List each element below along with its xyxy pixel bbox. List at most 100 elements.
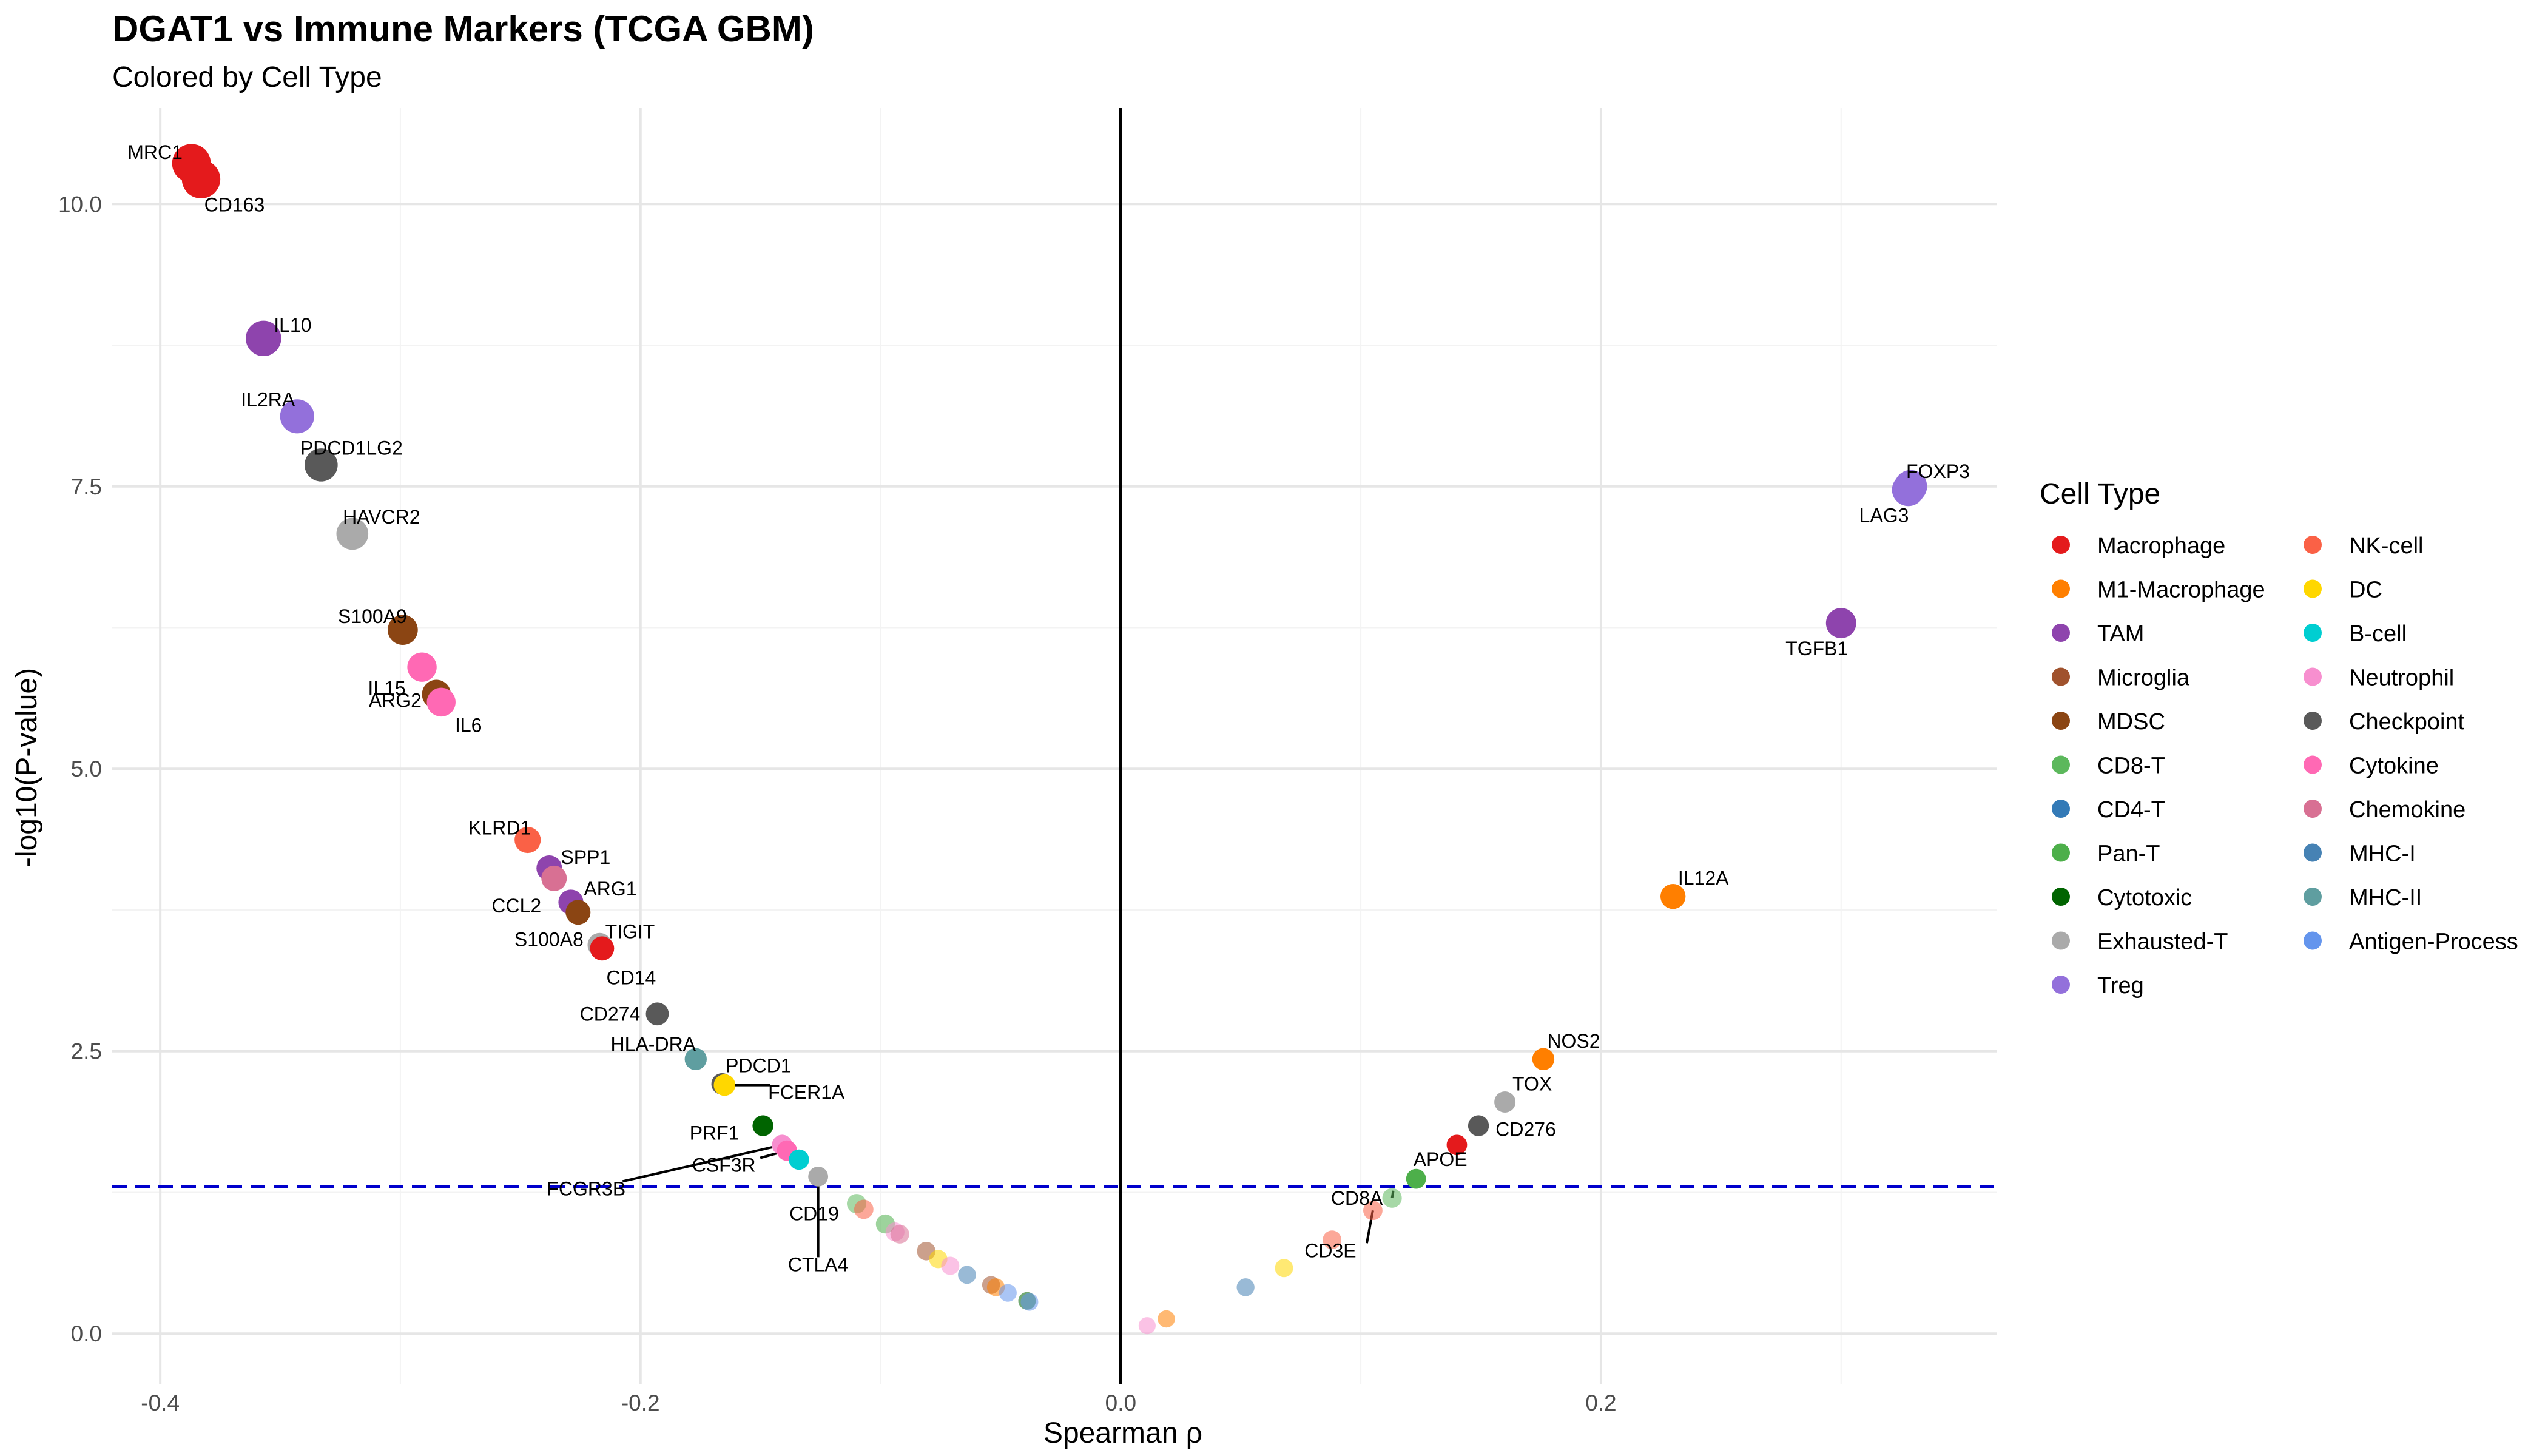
- point-label-s100a8: S100A8: [514, 929, 584, 951]
- legend-swatch-antigen-process: [2304, 931, 2322, 950]
- point-label-foxp3: FOXP3: [1906, 460, 1970, 482]
- legend-swatch-cytotoxic: [2052, 888, 2070, 906]
- legend-swatch-nk-cell: [2304, 536, 2322, 554]
- legend-swatch-mhc-ii: [2304, 888, 2322, 906]
- point-label-cd8a: CD8A: [1331, 1187, 1383, 1209]
- legend-label-exhausted-t: Exhausted-T: [2097, 929, 2228, 955]
- point-label-fcgr3b: FCGR3B: [547, 1178, 625, 1199]
- legend-label-neutrophil: Neutrophil: [2349, 666, 2454, 691]
- legend-swatch-chemokine: [2304, 800, 2322, 818]
- point-label-lag3: LAG3: [1859, 504, 1909, 526]
- data-point-lag3: [1892, 473, 1925, 507]
- data-point-tox: [1494, 1091, 1516, 1113]
- data-point-tgfb1: [1825, 608, 1856, 638]
- data-point-klrd1: [514, 826, 541, 854]
- legend: Cell Type Macrophage M1-Macrophage TAM Micr…: [2040, 478, 2518, 999]
- legend-swatch-mdsc: [2052, 712, 2070, 730]
- y-tick-label: 0.0: [71, 1321, 102, 1346]
- point-label-il10: IL10: [274, 314, 311, 336]
- point-label-s100a9: S100A9: [338, 605, 407, 627]
- data-point-il6: [426, 687, 456, 717]
- point-label-hla-dra: HLA-DRA: [611, 1033, 696, 1055]
- data-point-nos2: [1532, 1048, 1555, 1070]
- x-tick-label: -0.2: [621, 1390, 660, 1415]
- legend-swatch-m1-macrophage: [2052, 579, 2070, 598]
- legend-swatch-neutrophil: [2304, 667, 2322, 686]
- data-point-il12a: [1660, 883, 1686, 909]
- legend-swatch-tam: [2052, 624, 2070, 642]
- data-point-cd3e: [1363, 1201, 1383, 1221]
- data-point-il2ra: [280, 399, 314, 434]
- point-label-prf1: PRF1: [690, 1122, 740, 1144]
- point-label-cd14: CD14: [607, 966, 656, 988]
- data-point: [854, 1199, 874, 1219]
- data-point-cd274: [645, 1002, 669, 1026]
- legend-title: Cell Type: [2040, 478, 2160, 510]
- point-label-il12a: IL12A: [1678, 868, 1729, 889]
- data-point-apoe: [1406, 1168, 1426, 1189]
- point-label-tigit: TIGIT: [605, 921, 655, 943]
- data-point-cd14: [590, 936, 615, 961]
- point-label-fcer1a: FCER1A: [768, 1082, 845, 1104]
- point-label-nos2: NOS2: [1547, 1030, 1600, 1052]
- chart-subtitle: Colored by Cell Type: [112, 61, 382, 93]
- point-label-il6: IL6: [455, 714, 482, 736]
- legend-label-mdsc: MDSC: [2097, 709, 2165, 735]
- point-label-cd163: CD163: [204, 194, 265, 215]
- data-point-il10: [246, 320, 281, 357]
- point-label-havcr2: HAVCR2: [343, 506, 420, 528]
- legend-swatch-dc: [2304, 579, 2322, 598]
- data-point: [999, 1284, 1017, 1302]
- legend-label-chemokine: Chemokine: [2349, 797, 2465, 823]
- data-point-ctla4: [808, 1167, 829, 1187]
- legend-swatch-treg: [2052, 976, 2070, 994]
- data-point-hla-dra: [684, 1048, 707, 1070]
- point-label-ccl2: CCL2: [491, 895, 541, 917]
- x-tick-label: -0.4: [141, 1390, 180, 1415]
- x-tick-label: 0.0: [1105, 1390, 1136, 1415]
- data-point: [1158, 1310, 1175, 1328]
- point-label-pdcd1: PDCD1: [726, 1055, 791, 1077]
- data-points: [172, 144, 1927, 1335]
- data-point-cd163: [181, 160, 221, 199]
- data-point-pdcd1lg2: [305, 448, 338, 482]
- y-tick-label: 2.5: [71, 1039, 102, 1064]
- point-label-il15: IL15: [368, 678, 405, 699]
- point-label-apoe: APOE: [1414, 1148, 1468, 1170]
- legend-swatch-mhc-i: [2304, 843, 2322, 862]
- point-label-cd19: CD19: [789, 1202, 839, 1224]
- y-axis-label: -log10(P-value): [11, 668, 43, 867]
- legend-label-treg: Treg: [2097, 973, 2144, 999]
- data-point-ccl2: [541, 865, 567, 891]
- point-label-cd274: CD274: [580, 1003, 641, 1025]
- legend-swatch-checkpoint: [2304, 712, 2322, 730]
- legend-swatch-exhausted-t: [2052, 931, 2070, 950]
- point-label-il2ra: IL2RA: [241, 388, 295, 410]
- data-point: [1020, 1293, 1039, 1311]
- legend-label-antigen-process: Antigen-Process: [2349, 929, 2518, 955]
- point-label-arg1: ARG1: [584, 878, 636, 900]
- data-point-s100a8: [565, 900, 591, 925]
- data-point: [1323, 1230, 1342, 1250]
- legend-label-dc: DC: [2349, 578, 2382, 603]
- data-point: [1446, 1134, 1468, 1156]
- data-point-il15: [407, 652, 437, 682]
- leader-line-fcgr3b: [622, 1144, 783, 1183]
- data-point-prf1: [752, 1115, 774, 1136]
- point-label-ctla4: CTLA4: [788, 1253, 849, 1275]
- legend-label-cd8-t: CD8-T: [2097, 753, 2165, 779]
- axis-ticks: -0.4 -0.2 0.0 0.2 0.0 2.5 5.0 7.5 10.0: [58, 192, 1617, 1415]
- point-label-mrc1: MRC1: [127, 141, 183, 163]
- x-tick-label: 0.2: [1585, 1390, 1616, 1415]
- point-labels: MRC1 CD163 IL10 IL2RA PDCD1LG2 HAVCR2 S100A9 IL…: [127, 141, 1970, 1275]
- point-label-cd276: CD276: [1495, 1119, 1556, 1141]
- x-axis-label: Spearman ρ: [1043, 1417, 1202, 1449]
- grid: [112, 108, 1997, 1384]
- legend-label-microglia: Microglia: [2097, 666, 2190, 691]
- legend-label-tam: TAM: [2097, 621, 2144, 647]
- point-label-arg2: ARG2: [369, 689, 422, 711]
- legend-label-macrophage: Macrophage: [2097, 533, 2225, 559]
- legend-label-cytotoxic: Cytotoxic: [2097, 885, 2192, 911]
- data-point-fcer1a: [713, 1074, 736, 1096]
